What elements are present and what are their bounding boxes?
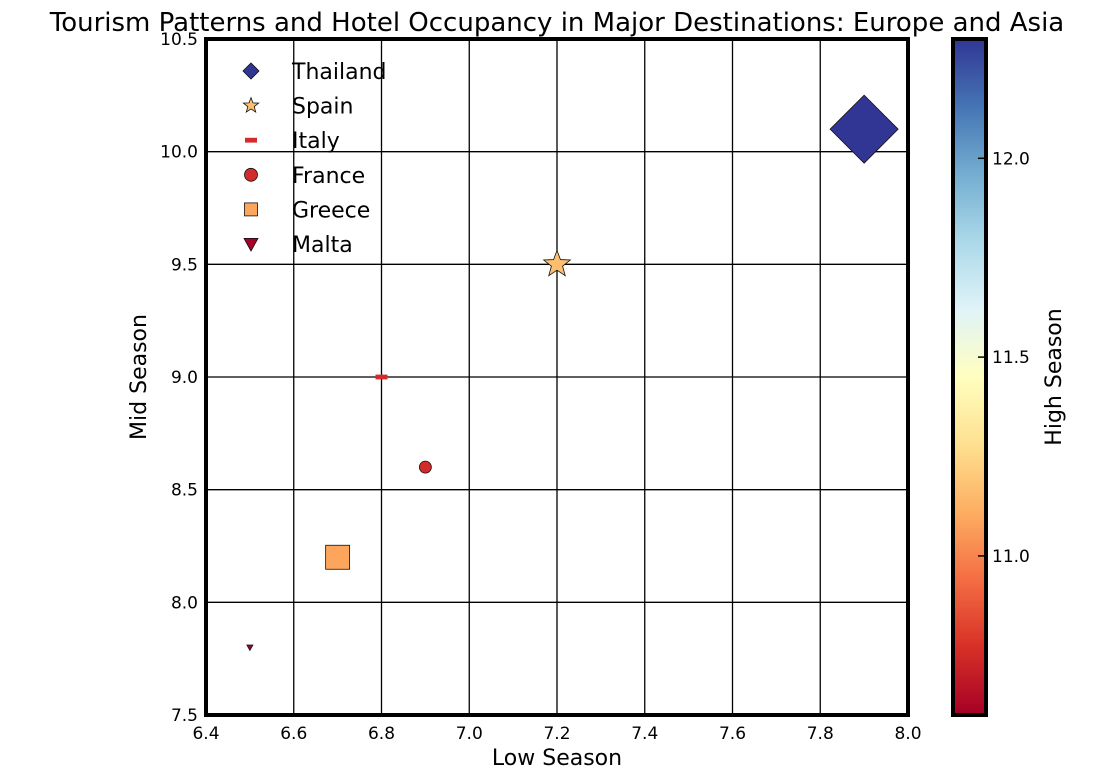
y-tick-labels: 7.5 8.0 8.5 9.0 9.5 10.0 10.5 <box>160 30 198 726</box>
legend-marker-thailand <box>242 62 260 80</box>
data-point-italy <box>375 374 388 380</box>
plot-area-frame <box>204 37 910 717</box>
x-tick-label: 6.4 <box>192 724 219 744</box>
x-tick-label: 7.8 <box>807 724 834 744</box>
legend-label-spain: Spain <box>292 95 353 120</box>
legend-label-malta: Malta <box>292 233 353 258</box>
y-tick-label: 8.5 <box>171 481 198 501</box>
x-tick-labels: 6.4 6.6 6.8 7.0 7.2 7.4 7.6 7.8 8.0 <box>192 724 921 744</box>
legend-marker-france <box>244 167 258 182</box>
y-tick-label: 8.0 <box>171 593 198 613</box>
legend-label-thailand: Thailand <box>291 60 386 85</box>
legend: Thailand Spain Italy France Greece Malta <box>242 60 386 258</box>
x-tick-label: 7.2 <box>543 724 570 744</box>
x-tick-label: 8.0 <box>894 724 921 744</box>
legend-label-france: France <box>292 164 365 189</box>
y-tick-label: 10.0 <box>160 143 198 163</box>
colorbar-tick-label: 11.0 <box>992 547 1030 567</box>
data-points <box>246 94 899 652</box>
x-tick-label: 6.6 <box>280 724 307 744</box>
legend-label-greece: Greece <box>292 198 370 223</box>
y-tick-label: 9.0 <box>171 368 198 388</box>
x-tick-label: 7.0 <box>456 724 483 744</box>
legend-label-italy: Italy <box>292 129 340 154</box>
colorbar-label: High Season <box>1042 308 1067 445</box>
data-point-france <box>418 460 432 474</box>
legend-marker-italy <box>245 137 257 143</box>
colorbar-tick-label: 11.5 <box>992 348 1030 368</box>
x-axis-label: Low Season <box>492 746 622 771</box>
colorbar <box>951 37 988 717</box>
data-point-thailand <box>829 94 899 164</box>
x-tick-label: 6.8 <box>368 724 395 744</box>
legend-marker-greece <box>244 202 258 217</box>
y-axis-label: Mid Season <box>127 314 152 440</box>
data-point-greece <box>325 544 351 570</box>
legend-marker-spain <box>242 96 260 113</box>
data-point-spain <box>542 249 572 277</box>
legend-marker-malta <box>243 237 259 252</box>
x-tick-label: 7.4 <box>631 724 658 744</box>
chart-title: Tourism Patterns and Hotel Occupancy in … <box>49 8 1065 38</box>
data-point-malta <box>246 644 254 652</box>
y-tick-label: 10.5 <box>160 30 198 50</box>
x-tick-label: 7.6 <box>719 724 746 744</box>
colorbar-ticks: 11.0 11.5 12.0 <box>978 149 1030 567</box>
y-tick-label: 9.5 <box>171 255 198 275</box>
y-tick-label: 7.5 <box>171 706 198 726</box>
colorbar-tick-label: 12.0 <box>992 149 1030 169</box>
